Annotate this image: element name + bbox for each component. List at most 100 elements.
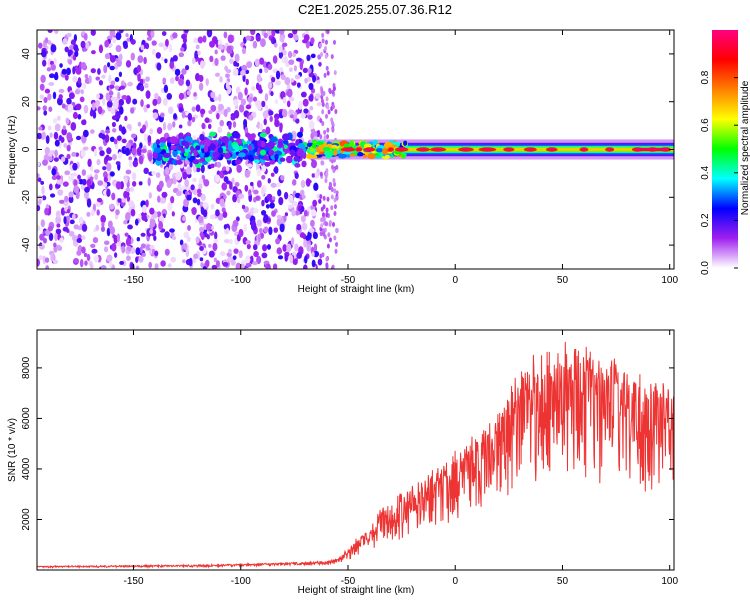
heatmap-cell (303, 108, 309, 114)
heatmap-cell (296, 223, 302, 231)
heatmap-cell (42, 159, 48, 166)
heatmap-cell (139, 78, 144, 84)
heatmap-cell (212, 151, 220, 158)
heatmap-cell (64, 74, 69, 81)
heatmap-cell (299, 232, 306, 238)
heatmap-cell (226, 45, 232, 54)
heatmap-cell (125, 187, 131, 192)
heatmap-cell (279, 157, 286, 162)
heatmap-cell (258, 57, 265, 65)
spectrogram-x-axis-label: Height of straight line (km) (298, 284, 415, 295)
heatmap-cell (322, 146, 331, 152)
heatmap-cell (90, 129, 95, 134)
heatmap-cell (106, 156, 113, 161)
heatmap-cell (298, 100, 303, 110)
heatmap-cell (325, 212, 329, 218)
heatmap-cell (296, 251, 303, 259)
colorbar: 0.0 0.2 0.4 0.6 0.8 Normalized spectral ampl… (700, 30, 750, 275)
heatmap-cell (42, 59, 47, 67)
heatmap-cell (324, 221, 328, 227)
heatmap-cell (482, 148, 493, 151)
heatmap-cell (232, 194, 237, 203)
heatmap-cell (461, 148, 471, 151)
heatmap-cell (206, 30, 213, 38)
colorbar-label: Normalized spectral amplitude (740, 80, 750, 215)
heatmap-cell (76, 238, 82, 243)
heatmap-cell (335, 195, 339, 201)
heatmap-cell (71, 172, 78, 177)
heatmap-cell (103, 176, 108, 183)
heatmap-cell (192, 135, 196, 140)
heatmap-cell (140, 44, 145, 51)
heatmap-cell (293, 155, 300, 162)
heatmap-cell (606, 148, 613, 151)
heatmap-cell (86, 211, 91, 217)
heatmap-cell (121, 94, 128, 100)
heatmap-cell (325, 262, 329, 268)
heatmap-cell (90, 209, 95, 217)
heatmap-cell (325, 256, 329, 262)
y-tick-label: 0 (21, 146, 32, 152)
snr-x-axis-label: Height of straight line (km) (298, 585, 415, 596)
heatmap-cell (271, 30, 276, 37)
heatmap-cell (278, 45, 283, 53)
heatmap-cell (54, 149, 58, 158)
heatmap-cell (279, 223, 285, 233)
heatmap-cell (162, 121, 167, 131)
heatmap-cell (173, 113, 177, 120)
heatmap-cell (115, 161, 121, 166)
x-tick-label: 100 (661, 576, 678, 587)
heatmap-cell (283, 215, 287, 222)
heatmap-cell (154, 263, 159, 269)
heatmap-cell (228, 121, 232, 130)
heatmap-cell (44, 257, 50, 263)
heatmap-cell (185, 65, 190, 71)
heatmap-cell (365, 148, 373, 151)
heatmap-cell (54, 232, 58, 242)
heatmap-cell (48, 73, 55, 79)
heatmap-cell (163, 84, 169, 94)
heatmap-cell (328, 87, 332, 93)
heatmap-cell (233, 109, 240, 119)
heatmap-cell (184, 135, 193, 143)
heatmap-cell (282, 139, 289, 145)
heatmap-cell (140, 99, 144, 107)
heatmap-cell (112, 128, 117, 133)
heatmap-cell (127, 224, 133, 230)
heatmap-cell (227, 34, 234, 44)
heatmap-cell (261, 174, 266, 180)
heatmap-cell (179, 239, 184, 246)
heatmap-cell (66, 32, 72, 38)
spectrogram-y-ticks: -40 -20 0 20 40 (21, 48, 674, 252)
heatmap-cell (192, 197, 198, 204)
heatmap-cell (111, 264, 116, 269)
heatmap-cell (90, 243, 96, 248)
heatmap-cell (199, 245, 204, 252)
heatmap-cell (256, 121, 261, 129)
heatmap-cell (44, 37, 49, 44)
heatmap-cell (217, 126, 223, 134)
heatmap-cell (39, 94, 45, 100)
heatmap-cell (151, 40, 157, 46)
heatmap-cell (314, 172, 319, 179)
figure-title: C2E1.2025.255.07.36.R12 (298, 2, 452, 17)
heatmap-cell (91, 50, 96, 55)
heatmap-cell (234, 53, 240, 63)
heatmap-cell (73, 258, 79, 264)
heatmap-cell (111, 121, 117, 128)
heatmap-cell (132, 159, 139, 168)
heatmap-cell (128, 200, 135, 208)
heatmap-cell (295, 118, 300, 124)
heatmap-cell (100, 214, 107, 224)
heatmap-cell (260, 140, 266, 148)
heatmap-cell (237, 91, 243, 101)
heatmap-cell (333, 204, 337, 210)
heatmap-cell (82, 129, 89, 138)
heatmap-cell (192, 159, 200, 165)
heatmap-cell (151, 48, 156, 56)
heatmap-cell (37, 161, 41, 167)
heatmap-cell (204, 233, 209, 238)
heatmap-cell (109, 136, 115, 143)
heatmap-cell (126, 37, 131, 42)
heatmap-cell (153, 235, 157, 241)
